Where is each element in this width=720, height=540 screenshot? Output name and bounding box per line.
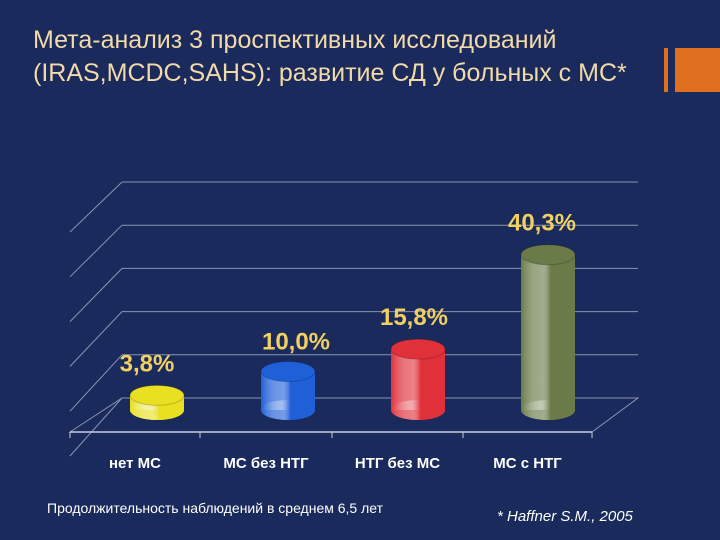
bar-value-label: 3,8% bbox=[120, 350, 175, 377]
grid-diagonal bbox=[69, 224, 123, 278]
bar-shading bbox=[391, 349, 445, 410]
bar-value-label: 10,0% bbox=[262, 328, 330, 355]
category-label: НТГ без МС bbox=[355, 455, 440, 472]
bar-3 bbox=[390, 338, 446, 420]
bar-base-shading bbox=[391, 400, 445, 420]
grid-diagonal bbox=[69, 268, 123, 322]
bar-base-shading bbox=[521, 400, 575, 420]
accent-bar-thick bbox=[675, 48, 720, 92]
category-label: МС с НТГ bbox=[493, 455, 562, 472]
citation: * Haffner S.M., 2005 bbox=[497, 508, 633, 525]
bar-top bbox=[520, 244, 576, 266]
page-title: Мета-анализ 3 проспективных исследований… bbox=[33, 26, 627, 87]
bar-1 bbox=[129, 384, 185, 420]
bar-value-label: 40,3% bbox=[508, 210, 576, 237]
bar-base-shading bbox=[261, 400, 315, 420]
category-label: нет МС bbox=[109, 455, 161, 472]
grid-diagonal bbox=[69, 181, 123, 233]
bar-2 bbox=[260, 360, 316, 420]
bar-top bbox=[129, 384, 185, 406]
bar-top bbox=[260, 360, 316, 382]
chart-value-labels: 3,8% 10,0% 15,8% 40,3% bbox=[120, 210, 576, 378]
grid-diagonal bbox=[69, 354, 123, 412]
chart-category-labels: нет МС МС без НТГ НТГ без МС МС с НТГ bbox=[109, 455, 562, 472]
bar-4 bbox=[520, 244, 576, 420]
bar-shading bbox=[521, 254, 575, 410]
category-label: МС без НТГ bbox=[223, 455, 309, 472]
observation-duration-note: Продолжительность наблюдений в среднем 6… bbox=[47, 500, 384, 516]
chart-bars bbox=[129, 244, 576, 420]
grid-diagonal bbox=[69, 397, 123, 457]
bar-value-label: 15,8% bbox=[380, 304, 448, 331]
bar-base-shading bbox=[130, 400, 184, 420]
grid-diagonal bbox=[69, 311, 123, 367]
accent-bar-thin bbox=[664, 48, 668, 92]
bar-top bbox=[390, 338, 446, 360]
